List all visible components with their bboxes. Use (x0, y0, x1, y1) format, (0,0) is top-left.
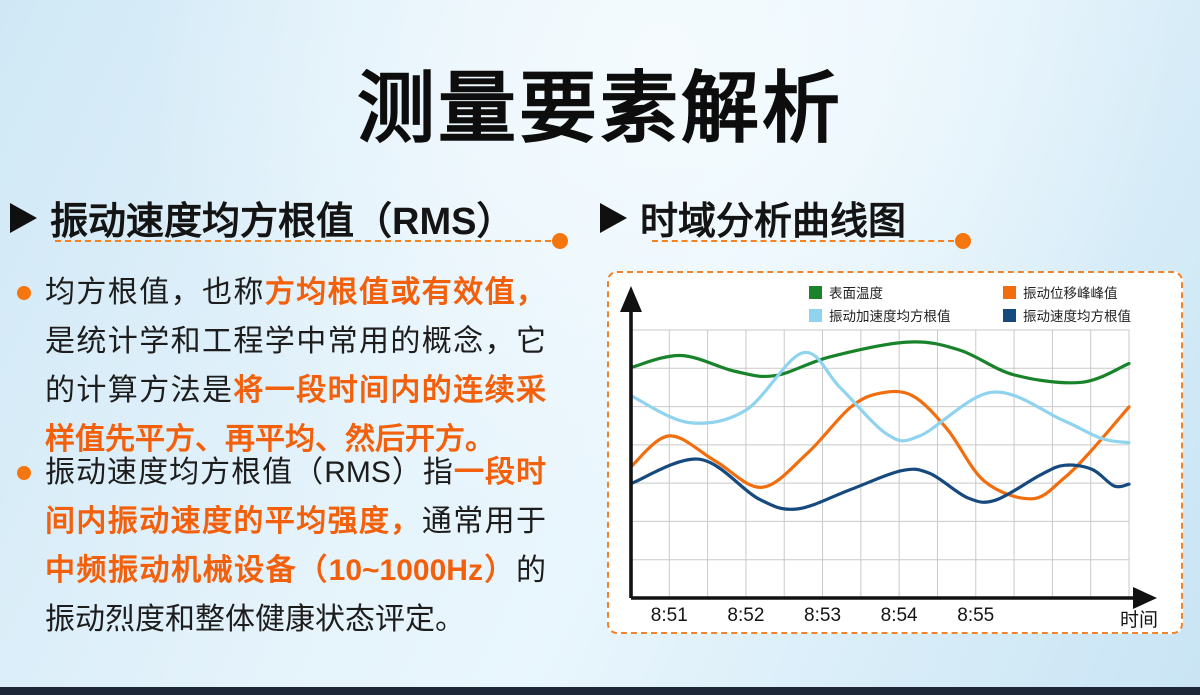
x-tick-label: 8:55 (957, 605, 995, 626)
underline-dot-icon (955, 233, 971, 249)
legend-item: 振动速度均方根值 (1003, 305, 1131, 325)
bullet-item: 振动速度均方根值（RMS）指一段时间内振动速度的平均强度，通常用于中频振动机械设… (16, 448, 546, 644)
series-curve (629, 457, 1131, 511)
x-axis-arrow-icon (1133, 587, 1157, 609)
legend-swatch-icon (1003, 285, 1016, 299)
series-curve (629, 340, 1131, 385)
legend-item: 振动位移峰峰值 (1003, 282, 1131, 302)
x-tick-label: 8:53 (804, 605, 842, 626)
underline-dot-icon (552, 233, 568, 249)
legend-swatch-icon (809, 308, 822, 322)
rms-bullet-list: 均方根值，也称方均根值或有效值， 是统计学和工程学中常用的概念，它的计算方法是将一… (16, 268, 546, 644)
legend-label: 振动速度均方根值 (1023, 309, 1131, 324)
arrow-right-icon (10, 202, 37, 233)
section-title-time-domain: 时域分析曲线图 (640, 201, 907, 243)
y-axis-arrow-icon (620, 286, 642, 312)
highlighted-text: 一段时间内振动速度的平均强度， (45, 456, 546, 538)
series-curve (629, 389, 1131, 501)
section-header-time-domain: 时域分析曲线图 (600, 190, 906, 245)
series-curve (629, 351, 1131, 445)
legend-item: 表面温度 (809, 282, 1003, 302)
legend-item: 振动加速度均方根值 (809, 305, 1003, 325)
legend-label: 振动加速度均方根值 (829, 309, 951, 324)
section-underline-right (652, 233, 971, 249)
section-title-rms: 振动速度均方根值（RMS） (50, 201, 515, 243)
legend-label: 表面温度 (829, 286, 883, 301)
section-header-rms: 振动速度均方根值（RMS） (10, 190, 514, 245)
highlighted-text: 中频振动机械设备（10~1000Hz） (45, 554, 516, 587)
x-tick-label: 8:51 (650, 605, 688, 626)
chart-legend: 表面温度 振动位移峰峰值振动加速度均方根值 振动速度均方根值 (809, 282, 1131, 325)
x-tick-label: 8:54 (880, 605, 918, 626)
body-text: 通常用于 (421, 505, 547, 538)
body-text: 的振动烈度和整体健康状态评定。 (45, 554, 546, 636)
page-title: 测量要素解析 (356, 64, 843, 152)
time-domain-line-chart (620, 286, 1157, 609)
highlighted-text: 将一段时间内的连续采样值先平方、再平均、然后开方。 (45, 374, 547, 456)
arrow-right-icon (600, 202, 627, 233)
x-axis-label: 时间 (1119, 610, 1158, 631)
x-tick-label: 8:52 (727, 605, 765, 626)
bottom-bar (0, 687, 1200, 695)
body-text: 是统计学和工程学中常用的概念，它的计算方法是 (45, 325, 546, 407)
body-text: 振动速度均方根值（RMS）指 (45, 456, 454, 489)
bullet-item: 均方根值，也称方均根值或有效值， 是统计学和工程学中常用的概念，它的计算方法是将一… (16, 268, 546, 464)
section-underline-left (55, 233, 568, 249)
legend-label: 振动位移峰峰值 (1023, 286, 1118, 301)
legend-swatch-icon (1003, 308, 1016, 322)
highlighted-text: 方均根值或有效值， (264, 276, 547, 309)
legend-swatch-icon (809, 285, 822, 299)
body-text: 均方根值，也称 (45, 276, 265, 309)
time-domain-chart-panel: 表面温度 振动位移峰峰值振动加速度均方根值 振动速度均方根值 8:51 8:52 8:5… (607, 271, 1183, 634)
